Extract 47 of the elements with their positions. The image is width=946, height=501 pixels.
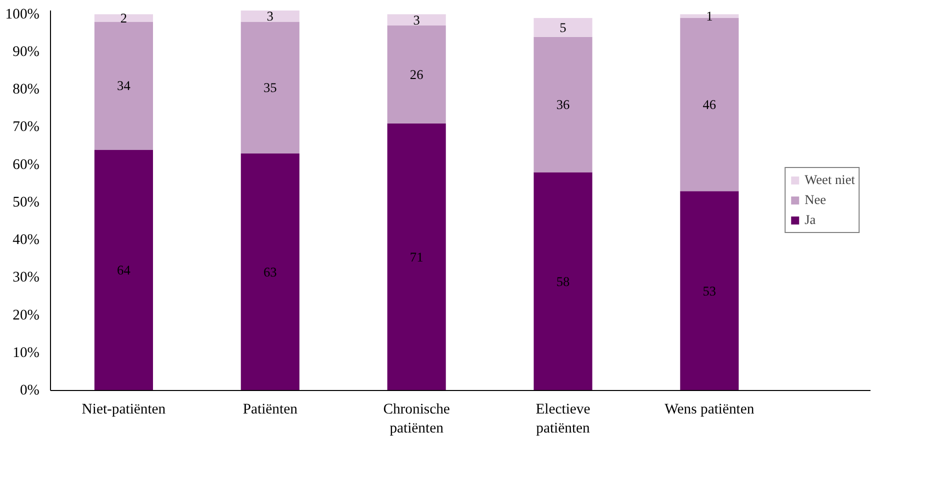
- data-label: 64: [117, 262, 131, 278]
- legend-label: Weet niet: [804, 172, 855, 188]
- bar: [534, 18, 592, 37]
- data-label: 1: [706, 8, 713, 24]
- bar: [387, 123, 446, 390]
- data-label: 26: [410, 66, 424, 82]
- bar: [680, 191, 739, 390]
- data-label: 3: [413, 12, 420, 28]
- bar: [94, 150, 153, 390]
- data-label: 46: [702, 97, 716, 112]
- y-tick-label: 10%: [12, 344, 40, 361]
- data-label: 53: [702, 283, 716, 298]
- bar: [240, 153, 300, 390]
- bar: [94, 22, 153, 150]
- y-tick-label: 80%: [12, 82, 40, 98]
- legend-label: Nee: [804, 192, 826, 208]
- data-label: 34: [117, 78, 131, 94]
- y-tick-label: 20%: [12, 307, 40, 324]
- y-tick-label: 70%: [12, 119, 40, 136]
- data-label: 2: [120, 10, 128, 26]
- y-tick-label: 40%: [12, 232, 40, 248]
- data-label: 35: [263, 80, 278, 96]
- x-tick-label: Niet-patiënten: [82, 402, 166, 418]
- x-tick-label: Electieve patiënten: [536, 402, 591, 437]
- data-label: 58: [556, 274, 570, 289]
- bar: [387, 26, 446, 124]
- bar: [240, 22, 300, 154]
- x-tick-label: Wens patiënten: [664, 402, 755, 418]
- data-label: 63: [263, 264, 278, 280]
- x-tick-label: Patiënten: [242, 402, 298, 418]
- bar: [534, 172, 592, 390]
- data-label: 71: [410, 249, 424, 264]
- bar: [240, 10, 300, 22]
- bar: [387, 14, 446, 26]
- data-label: 3: [266, 8, 274, 24]
- y-tick-label: 50%: [12, 194, 40, 210]
- bar: [94, 14, 153, 22]
- data-label: 36: [556, 97, 570, 112]
- data-label: 5: [560, 20, 567, 35]
- y-tick-label: 30%: [12, 270, 40, 286]
- y-tick-label: 100%: [5, 6, 40, 22]
- x-tick-label: Chronische patiënten: [383, 402, 450, 437]
- y-tick-label: 60%: [12, 156, 40, 173]
- bar: [534, 36, 592, 172]
- legend-label: Ja: [804, 212, 817, 228]
- y-tick-label: 90%: [12, 44, 40, 60]
- y-tick-label: 0%: [20, 382, 40, 398]
